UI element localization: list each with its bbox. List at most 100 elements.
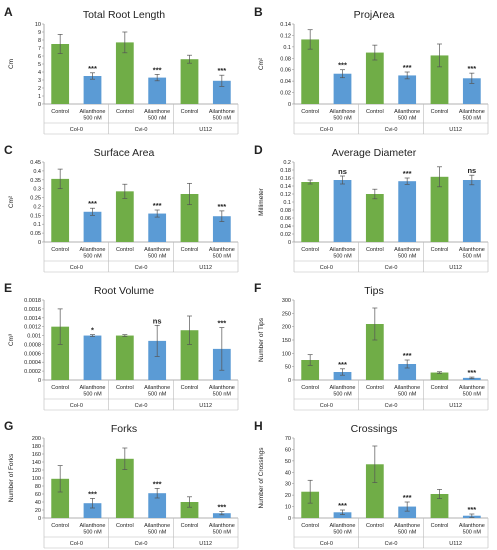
x-tick-label: Control [301,247,319,253]
y-tick-label: 0 [38,102,41,108]
significance-label: *** [88,489,97,498]
y-tick-label: 40 [285,470,291,476]
x-tick-label: Control [181,385,199,391]
significance-label: *** [153,201,162,210]
significance-label: *** [153,65,162,74]
bar [365,464,384,518]
significance-label: *** [403,63,412,72]
x-tick-sublabel: 500 nM [333,254,352,260]
x-tick-label: Ailanthone [394,109,420,115]
x-tick-label: Ailanthone [144,247,170,253]
y-tick-label: 0.02 [280,232,291,238]
x-tick-sublabel: 500 nM [83,116,102,122]
x-tick-sublabel: 500 nM [463,392,482,398]
chart-panel-a: A Total Root Length Cm 0 1 2 3 4 5 6 7 8 9 10 Control *… [4,5,239,135]
group-label: Cvi-0 [385,265,398,271]
y-tick-label: 0.18 [280,168,291,174]
x-tick-label: Control [116,109,134,115]
bar [430,176,449,242]
bar [398,506,417,518]
significance-label: *** [467,64,476,73]
x-tick-label: Ailanthone [394,523,420,529]
panel-letter: F [254,281,261,295]
y-tick-label: 0.4 [33,169,41,175]
x-tick-label: Control [301,109,319,115]
group-label: Cvi-0 [135,403,148,409]
x-tick-label: Ailanthone [459,385,485,391]
chart-title: ProjArea [354,9,395,21]
bar [301,360,320,380]
bar [51,326,70,380]
chart-title: Tips [364,285,383,297]
x-tick-label: Control [181,523,199,529]
x-tick-label: Control [431,109,449,115]
y-axis-label: Cm² [8,195,15,208]
y-tick-label: 0.12 [280,33,291,39]
y-tick-label: 120 [32,468,41,474]
bar [398,364,417,380]
x-tick-sublabel: 500 nM [83,254,102,260]
y-tick-label: 0.1 [33,222,41,228]
x-tick-label: Control [51,247,69,253]
group-label: Cvi-0 [135,541,148,547]
x-tick-label: Control [301,385,319,391]
x-tick-sublabel: 500 nM [148,116,167,122]
panel-letter: H [254,419,263,433]
bar [180,330,199,380]
significance-label: *** [403,169,412,178]
group-label: Col-0 [70,265,83,271]
y-tick-label: 0.06 [280,68,291,74]
bar [148,340,167,380]
group-label: Cvi-0 [385,403,398,409]
group-label: Col-0 [320,265,333,271]
significance-label: *** [217,319,226,328]
significance-label: *** [338,360,347,369]
x-tick-label: Control [181,247,199,253]
y-tick-label: 180 [32,444,41,450]
y-tick-label: 0.06 [280,216,291,222]
x-tick-label: Ailanthone [209,247,235,253]
y-tick-label: 0.0016 [24,307,41,313]
bar [148,493,167,518]
x-tick-label: Control [116,247,134,253]
bar [51,178,70,242]
x-tick-label: Control [51,109,69,115]
bar [115,42,134,104]
group-label: Col-0 [320,127,333,133]
y-tick-label: 0.04 [280,79,291,85]
bar [333,372,352,380]
x-tick-label: Control [181,109,199,115]
group-label: Col-0 [320,541,333,547]
y-tick-label: 0.08 [280,208,291,214]
y-tick-label: 300 [282,298,291,304]
y-tick-label: 80 [35,484,41,490]
x-tick-sublabel: 500 nM [148,530,167,536]
chart-panel-f: F Tips Number of Tips 0 50 100 150 200 250 300 Con… [254,281,489,411]
x-tick-sublabel: 500 nM [398,116,417,122]
y-tick-label: 150 [282,338,291,344]
y-axis-label: Cm [8,59,15,69]
panel-letter: D [254,143,263,157]
group-label: U112 [199,403,212,409]
x-tick-sublabel: 500 nM [213,392,232,398]
panel-letter: B [254,5,263,19]
y-tick-label: 250 [282,311,291,317]
y-tick-label: 0 [288,516,291,522]
bar [333,73,352,104]
x-tick-label: Ailanthone [330,247,356,253]
y-tick-label: 0.25 [30,196,41,202]
x-tick-sublabel: 500 nM [213,116,232,122]
chart-panel-e: E Root Volume Cm³ 0 0.0002 0.0004 0.0006 0.0008… [4,281,239,411]
bar [51,478,70,518]
y-tick-label: 0.2 [33,204,41,210]
y-tick-label: 0.1 [283,200,291,206]
y-tick-label: 3 [38,78,41,84]
x-tick-label: Control [366,247,384,253]
x-tick-label: Ailanthone [459,523,485,529]
y-tick-label: 100 [32,476,41,482]
y-tick-label: 0 [38,240,41,246]
y-tick-label: 9 [38,30,41,36]
y-tick-label: 0.3 [33,187,41,193]
y-tick-label: 0.14 [280,22,291,28]
y-tick-label: 0.0004 [24,360,41,366]
